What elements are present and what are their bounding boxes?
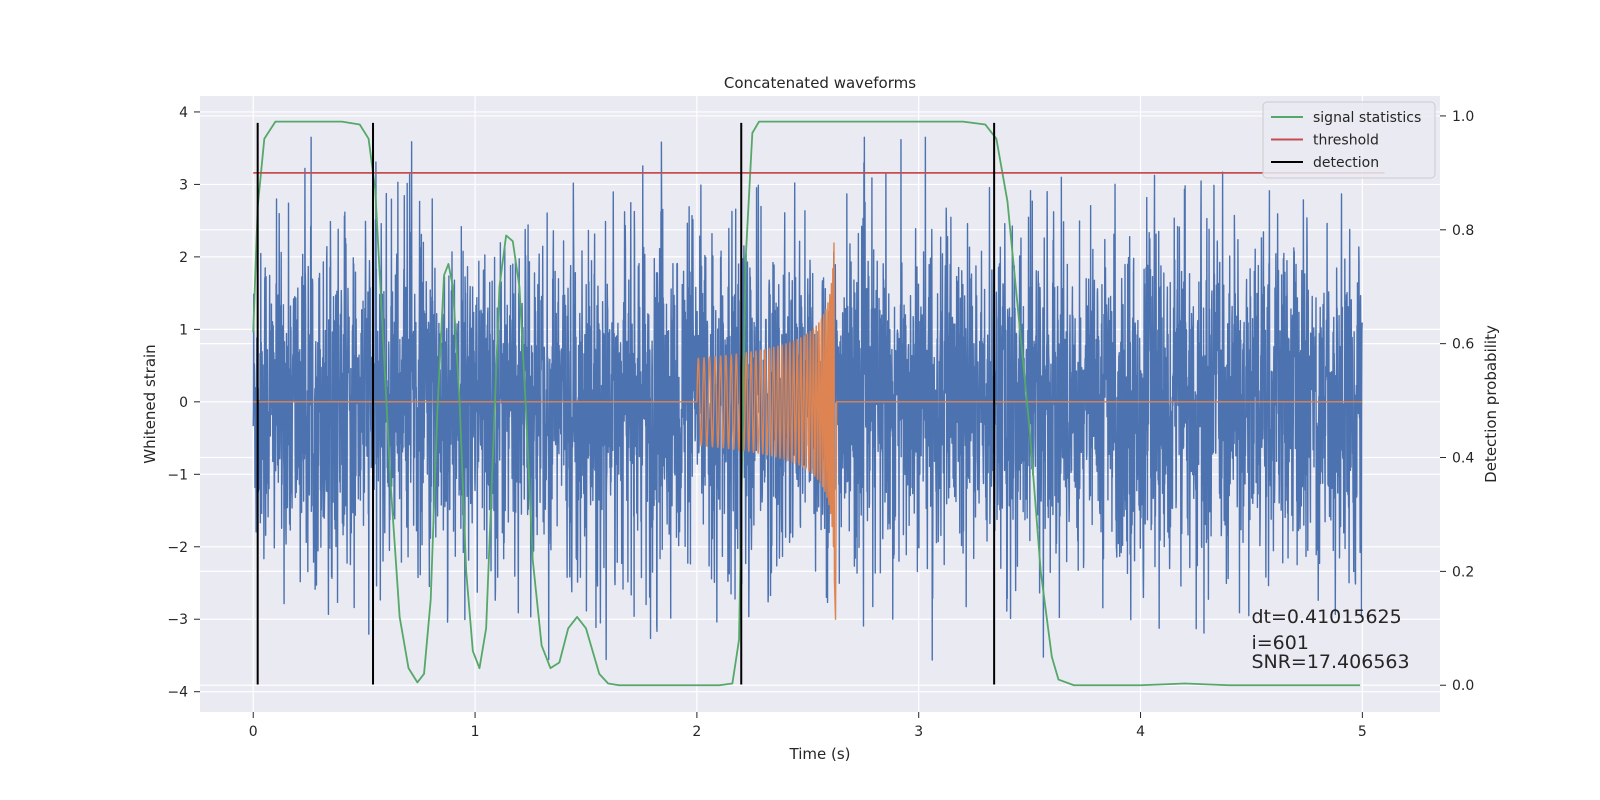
y2-tick-label: 0.0	[1452, 678, 1474, 694]
annotation-text: SNR=17.406563	[1251, 651, 1409, 673]
y-tick-label: 1	[179, 322, 188, 338]
chart-title: Concatenated waveforms	[724, 74, 916, 92]
legend-label: detection	[1313, 155, 1379, 171]
x-tick-label: 2	[692, 724, 701, 740]
y-tick-label: −1	[167, 467, 188, 483]
y-tick-label: 2	[179, 250, 188, 266]
signal-statistics-line	[252, 120, 1361, 687]
y2-tick-label: 0.2	[1452, 564, 1474, 580]
legend-label: signal statistics	[1313, 110, 1421, 126]
x-tick-label: 0	[249, 724, 258, 740]
legend-label: threshold	[1313, 133, 1379, 149]
y-tick-label: −4	[167, 685, 188, 701]
x-axis-label: Time (s)	[789, 745, 851, 763]
x-tick-label: 3	[914, 724, 923, 740]
x-tick-label: 5	[1358, 724, 1367, 740]
legend-box	[1262, 101, 1436, 179]
y2-tick-label: 1.0	[1452, 109, 1474, 125]
x-tick-label: 1	[471, 724, 480, 740]
legend: signal statistics threshold detection	[1262, 101, 1436, 179]
y-tick-label: −2	[167, 540, 188, 556]
x-tick-label: 4	[1136, 724, 1145, 740]
annotation-text: dt=0.41015625	[1251, 606, 1401, 628]
tick-marks: 0 1 2 3 4 5 −4 −3 −2 −1 0 1 2 3 4 0.0 0.2 0.4 0.6 0.8 1.0	[167, 105, 1474, 740]
y2-tick-label: 0.4	[1452, 451, 1474, 467]
y2-tick-label: 0.8	[1452, 223, 1474, 239]
y-tick-label: 3	[179, 177, 188, 193]
series-lines	[252, 120, 1385, 687]
noise-trace	[252, 136, 1364, 661]
y-axis-label: Whitened strain	[141, 344, 159, 463]
y-tick-label: 0	[179, 395, 188, 411]
y-tick-label: −3	[167, 612, 188, 628]
y2-axis-label: Detection probability	[1482, 325, 1500, 483]
y2-tick-label: 0.6	[1452, 337, 1474, 353]
y-tick-label: 4	[179, 105, 188, 121]
annotation-text: i=601	[1251, 632, 1308, 654]
injection-trace	[253, 242, 1363, 620]
